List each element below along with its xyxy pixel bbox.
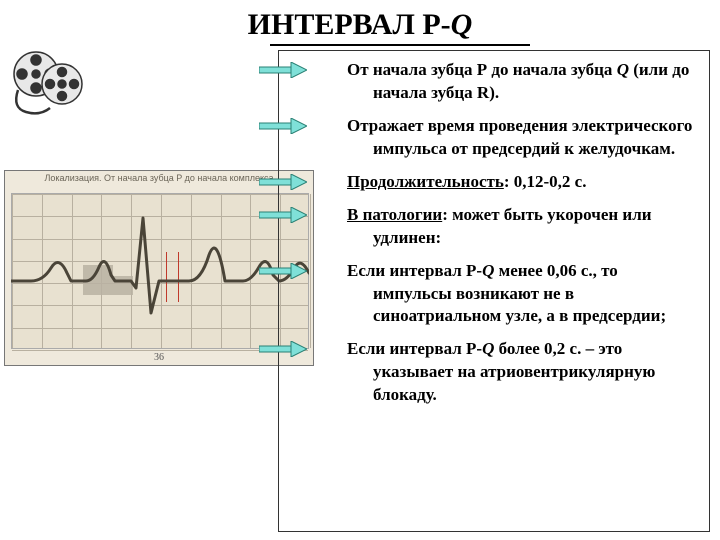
bullet-item: В патологии: может быть укорочен или удл… [347,204,695,250]
bullet-text: Q [482,261,494,280]
bullet-text: Отражает время проведения электрического… [347,116,692,158]
bullet-text: Если интервал Р- [347,339,482,358]
bullet-text: : 0,12-0,2 с. [504,172,587,191]
arrow-icon [285,174,307,197]
page-title: ИНТЕРВАЛ Р-Q [0,8,720,42]
bullet-text: В патологии [347,205,442,224]
arrow-icon [285,118,307,141]
bullet-item: Если интервал Р-Q более 0,2 с. – это ука… [347,338,695,407]
film-reel-icon [10,50,90,125]
arrow-icon [285,341,307,364]
arrow-icon [285,62,307,85]
title-italic: Q [451,8,473,41]
bullet-text: Q [617,60,629,79]
title-pre: ИНТЕРВАЛ Р- [248,8,451,41]
arrow-icon [285,207,307,230]
bullet-item: От начала зубца Р до начала зубца Q (или… [347,59,695,105]
bullet-text: Если интервал Р- [347,261,482,280]
bullet-text: От начала зубца Р до начала зубца [347,60,617,79]
content-box: От начала зубца Р до начала зубца Q (или… [278,50,710,532]
bullet-text: Продолжительность [347,172,504,191]
arrow-icon [285,263,307,286]
bullet-item: Отражает время проведения электрического… [347,115,695,161]
bullet-item: Продолжительность: 0,12-0,2 с. [347,171,695,194]
bullet-item: Если интервал Р-Q менее 0,06 с., то импу… [347,260,695,329]
bullet-text: Q [482,339,494,358]
title-underline [270,44,530,46]
